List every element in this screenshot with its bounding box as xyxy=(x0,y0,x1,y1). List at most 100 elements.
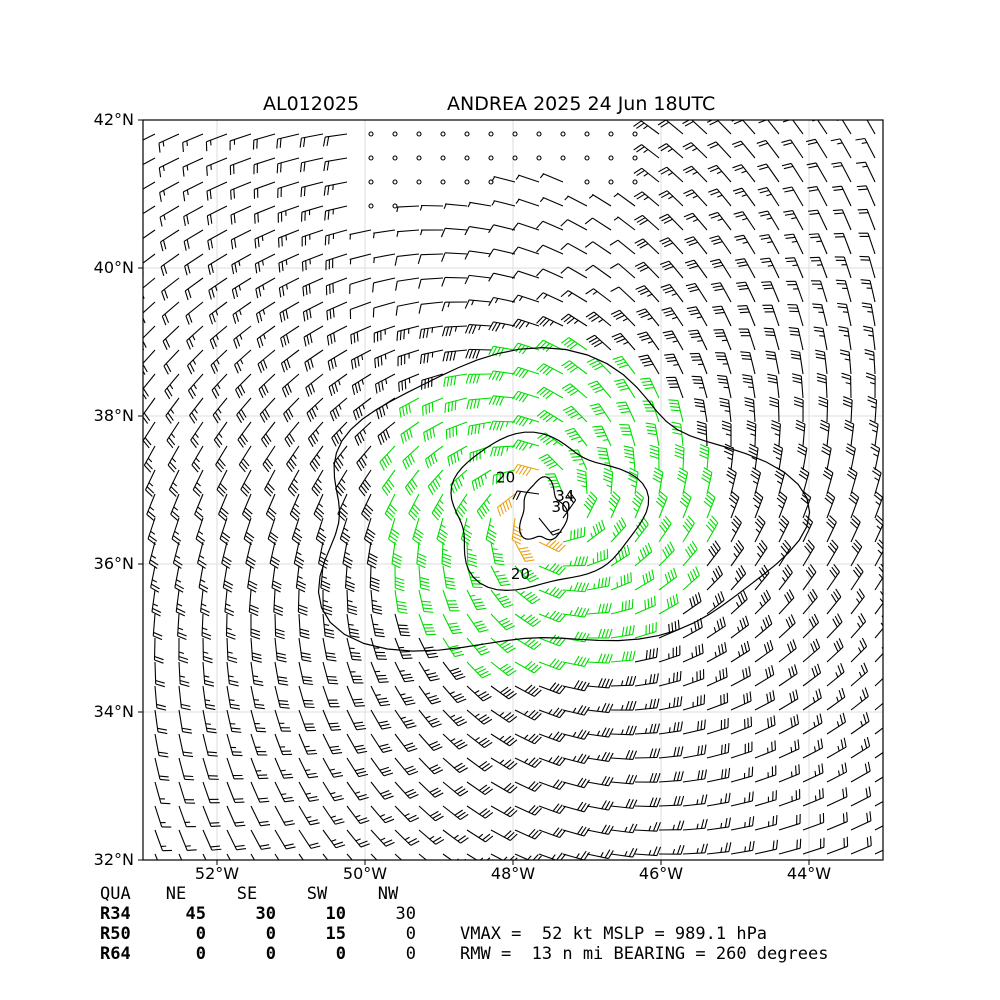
barb-shaft xyxy=(262,445,276,465)
wind-barb xyxy=(634,797,661,808)
wind-barb xyxy=(442,733,468,750)
barb-shaft xyxy=(325,253,348,262)
barb-feather xyxy=(818,764,821,775)
barb-feather xyxy=(343,556,353,562)
barb-feather xyxy=(337,457,344,467)
barb-shaft xyxy=(402,445,420,462)
barb-feather xyxy=(487,532,497,539)
barb-half-feather xyxy=(193,408,198,414)
barb-feather xyxy=(845,787,848,797)
wind-barb xyxy=(706,565,723,591)
barb-feather xyxy=(502,502,507,513)
barb-feather xyxy=(636,169,645,177)
wind-barb xyxy=(143,205,156,215)
barb-shaft xyxy=(377,421,396,437)
barb-half-feather xyxy=(169,384,174,390)
barb-feather xyxy=(432,813,442,819)
barb-feather xyxy=(499,663,509,670)
barb-shaft xyxy=(850,621,866,639)
barb-feather xyxy=(830,138,841,142)
barb-feather xyxy=(685,144,694,150)
barb-shaft xyxy=(221,541,228,564)
barb-feather xyxy=(420,587,430,591)
barb-shaft xyxy=(159,205,180,218)
barb-feather xyxy=(509,855,515,860)
barb-feather xyxy=(649,772,654,783)
barb-shaft xyxy=(765,163,780,183)
barb-feather xyxy=(563,315,572,323)
barb-feather xyxy=(682,165,692,171)
barb-shaft xyxy=(303,325,324,338)
barb-feather xyxy=(552,707,560,716)
barb-feather xyxy=(395,583,405,588)
barb-feather xyxy=(796,839,798,850)
barb-feather xyxy=(720,591,725,601)
barb-feather xyxy=(812,640,818,651)
barb-feather xyxy=(157,727,167,731)
barb-feather xyxy=(759,570,765,579)
barb-half-feather xyxy=(140,166,141,171)
wind-barb xyxy=(587,380,612,399)
barb-shaft xyxy=(197,541,204,564)
wind-barb xyxy=(346,685,365,707)
wind-barb xyxy=(370,637,387,660)
barb-shaft xyxy=(586,805,609,811)
barb-feather xyxy=(620,411,631,414)
barb-feather xyxy=(864,763,868,773)
barb-feather xyxy=(159,217,163,227)
wind-barb xyxy=(627,467,639,495)
barb-feather xyxy=(499,598,510,603)
wind-barb xyxy=(684,259,708,279)
barb-feather xyxy=(763,564,770,574)
barb-feather xyxy=(342,531,351,539)
barb-feather xyxy=(475,604,485,608)
barb-shaft xyxy=(394,805,411,823)
barb-feather xyxy=(799,838,802,849)
barb-feather xyxy=(186,239,190,249)
barb-feather xyxy=(736,261,747,264)
barb-feather xyxy=(401,381,404,391)
barb-feather xyxy=(282,773,292,776)
wind-barb xyxy=(464,323,492,334)
barb-half-feather xyxy=(216,359,220,365)
wind-barb xyxy=(476,493,492,520)
barb-feather xyxy=(200,607,210,613)
barb-feather xyxy=(720,744,723,755)
barb-feather xyxy=(842,399,853,405)
wind-barb xyxy=(638,354,660,375)
barb-shaft xyxy=(445,227,468,231)
wind-barb xyxy=(744,397,756,423)
wind-barb xyxy=(171,517,182,546)
barb-feather xyxy=(426,672,437,676)
barb-feather xyxy=(842,788,845,799)
barb-feather xyxy=(838,638,844,648)
barb-feather xyxy=(746,640,751,651)
barb-feather xyxy=(355,747,366,751)
wind-barb xyxy=(561,383,588,399)
barb-feather xyxy=(596,446,607,450)
wind-barb xyxy=(224,589,235,617)
barb-shaft xyxy=(517,294,540,303)
barb-feather xyxy=(333,357,337,368)
barb-shaft xyxy=(325,133,348,138)
barb-feather xyxy=(511,222,519,231)
barb-shaft xyxy=(634,551,653,567)
wind-barb xyxy=(418,301,444,314)
barb-half-feather xyxy=(692,218,699,222)
wind-barb xyxy=(658,721,683,735)
wind-barb xyxy=(586,334,612,351)
barb-half-feather xyxy=(520,590,526,595)
barb-shaft xyxy=(418,733,435,751)
barb-feather xyxy=(219,510,228,518)
barb-shaft xyxy=(160,229,180,243)
barb-feather xyxy=(534,831,542,840)
barb-half-feather xyxy=(520,614,526,619)
contour-label: 30 xyxy=(552,498,571,516)
barb-feather xyxy=(159,241,164,252)
wind-barb xyxy=(182,181,204,202)
wind-barb xyxy=(874,671,883,687)
barb-half-feather xyxy=(205,723,211,725)
barb-half-feather xyxy=(342,503,347,508)
barb-feather xyxy=(457,835,466,842)
wind-barb xyxy=(536,155,542,161)
